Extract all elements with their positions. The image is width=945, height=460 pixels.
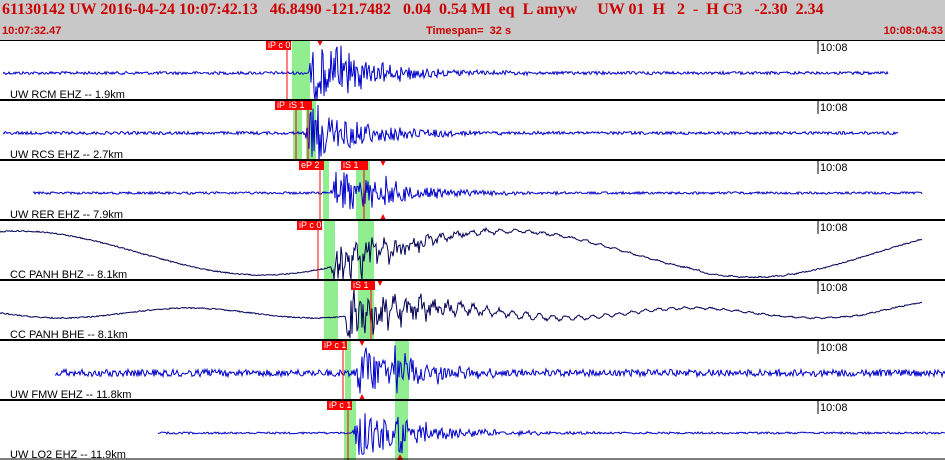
station-label: UW LO2 EHZ -- 11.9km (10, 449, 126, 460)
pick-marker (377, 280, 383, 286)
pick-label: iS 1 (353, 280, 369, 290)
phase-window (324, 220, 335, 280)
pick-flag (287, 100, 312, 110)
pick-label: iP c 1 (324, 340, 346, 350)
timespan-label: Timespan= 32 s (426, 25, 512, 37)
phase-window (395, 400, 408, 460)
station-label: UW RCM EHZ -- 1.9km (10, 89, 125, 101)
pick-marker (359, 394, 365, 400)
waveform-trace (32, 171, 923, 210)
pick-marker (359, 340, 365, 346)
waveform-trace (0, 226, 923, 280)
station-label: UW RER EHZ -- 7.9km (10, 209, 123, 221)
pick-label: iP c 0 (299, 220, 321, 230)
time-mark: 10:08 (820, 102, 848, 114)
time-mark: 10:08 (820, 282, 848, 294)
pick-flag (322, 340, 347, 350)
start-time: 10:07:32.47 (2, 25, 62, 37)
pick-flag (341, 160, 368, 170)
phase-window (323, 160, 329, 220)
phase-window (344, 400, 356, 460)
waveform-trace (2, 104, 899, 162)
station-label: CC PANH BHE -- 8.1km (10, 329, 128, 341)
waveform-trace (157, 413, 945, 455)
pick-marker (380, 214, 386, 220)
pick-flag (266, 40, 291, 50)
pick-label: eP 2 (301, 160, 319, 170)
station-label: CC PANH BHZ -- 8.1km (10, 269, 127, 281)
event-header: 61130142 UW 2016-04-24 10:07:42.13 46.84… (0, 0, 945, 40)
pick-flag (327, 400, 352, 410)
event-summary-line: 61130142 UW 2016-04-24 10:07:42.13 46.84… (2, 1, 824, 18)
pick-label: iP c 0 (268, 40, 290, 50)
phase-window (293, 100, 302, 160)
pick-marker (380, 160, 386, 166)
pick-label: iS 1 (343, 160, 359, 170)
station-label: UW RCS EHZ -- 2.7km (10, 149, 123, 161)
pick-marker (317, 40, 323, 46)
phase-window (358, 220, 374, 280)
pick-flag (297, 220, 322, 230)
time-mark: 10:08 (820, 342, 848, 354)
pick-label: iS 1 (289, 100, 305, 110)
time-mark: 10:08 (820, 162, 848, 174)
pick-flag (351, 280, 375, 290)
end-time: 10:08:04.33 (883, 25, 943, 37)
time-mark: 10:08 (820, 42, 848, 54)
waveform-trace (54, 345, 945, 394)
phase-window (292, 40, 310, 100)
time-mark: 10:08 (820, 222, 848, 234)
seismogram-panel[interactable]: iP c 0 10:08 UW RCM EHZ -- 1.9km iP iS 1 10:0… (0, 40, 945, 460)
pick-label: iP c 1 (329, 400, 351, 410)
pick-label: iP (277, 100, 285, 110)
pick-flag (299, 160, 324, 170)
phase-window (356, 160, 370, 220)
station-label: UW FMW EHZ -- 11.8km (10, 389, 131, 401)
waveform-trace (0, 288, 923, 339)
time-mark: 10:08 (820, 402, 848, 414)
waveform-trace (2, 45, 889, 101)
phase-window (324, 280, 338, 340)
phase-window (345, 340, 351, 400)
